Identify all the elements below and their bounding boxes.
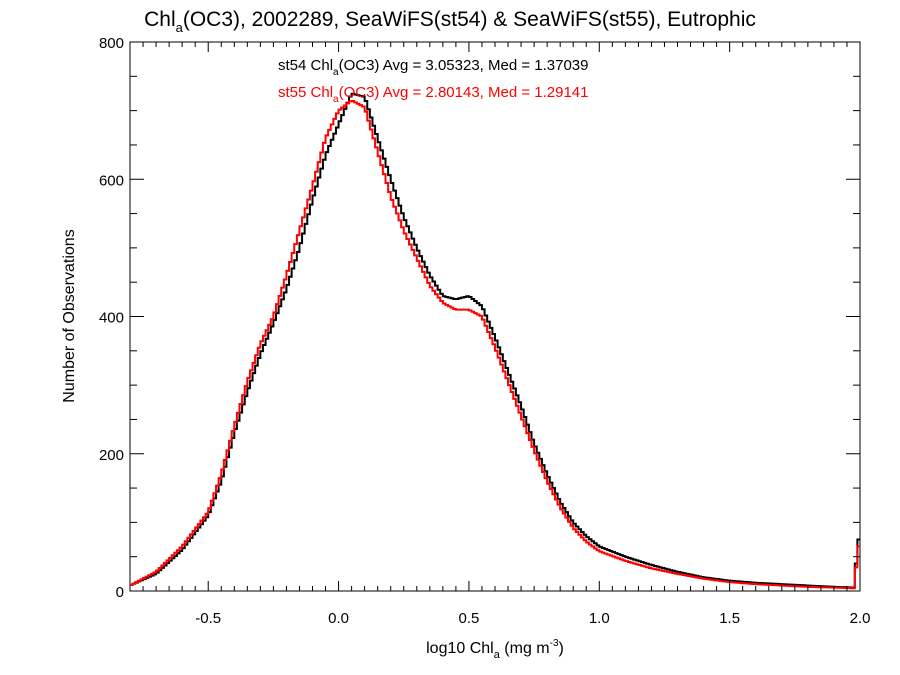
y-tick-label: 400 (99, 310, 124, 327)
y-tick-label: 600 (99, 172, 124, 189)
x-axis-title: log10 Chla (mg m-3) (426, 638, 564, 661)
y-tick-label: 0 (116, 584, 124, 601)
series-line-0 (130, 92, 860, 589)
y-axis-title: Number of Observations (61, 229, 78, 402)
x-tick-label: -0.5 (195, 610, 221, 627)
series-layer (130, 92, 860, 590)
y-tick-label: 800 (99, 35, 124, 52)
x-tick-label: 1.0 (589, 610, 610, 627)
x-tick-label: 1.5 (719, 610, 740, 627)
x-tick-label: 0.0 (328, 610, 349, 627)
plot-frame (129, 41, 861, 592)
series-line-1 (130, 100, 860, 590)
annotation-st55: st55 Chla(OC3) Avg = 2.80143, Med = 1.29… (278, 84, 589, 105)
annotation-st54: st54 Chla(OC3) Avg = 3.05323, Med = 1.37… (278, 57, 589, 78)
y-tick-label: 200 (99, 447, 124, 464)
ticks-layer: -0.5 0.0 0.5 1.0 1.5 2.0 0 200 400 600 800 (99, 35, 870, 627)
chart-title: Chla(OC3), 2002289, SeaWiFS(st54) & SeaW… (144, 8, 756, 35)
x-tick-label: 2.0 (850, 610, 871, 627)
x-tick-label: 0.5 (458, 610, 479, 627)
